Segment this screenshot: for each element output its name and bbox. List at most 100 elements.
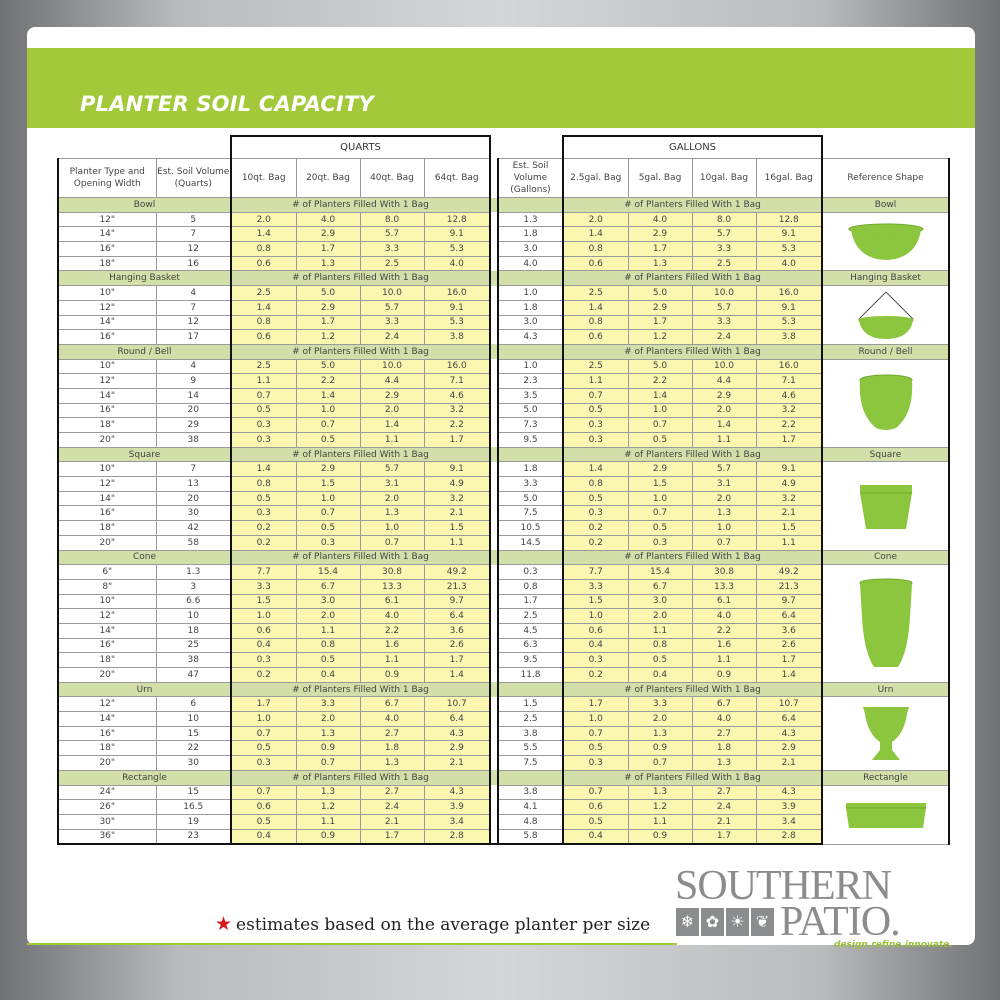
- soil-volume-gallons: 2.5: [497, 711, 564, 727]
- planters-per-quart-bag: 1.5: [423, 520, 491, 536]
- planters-per-quart-bag: 0.5: [230, 490, 297, 507]
- planters-per-gallon-bag: 0.6: [562, 622, 629, 639]
- soil-volume-gallons: 9.5: [497, 432, 564, 448]
- planter-width: 10": [57, 593, 157, 610]
- planter-width: 18": [57, 520, 157, 536]
- planters-per-gallon-bag: 1.0: [691, 520, 757, 536]
- planter-width: 18": [57, 417, 157, 433]
- planters-per-quart-bag: 4.3: [423, 784, 491, 801]
- soil-volume-quarts: 23: [155, 828, 232, 846]
- planters-per-quart-bag: 21.3: [423, 578, 491, 595]
- planters-per-gallon-bag: 2.5: [691, 255, 757, 272]
- gap: [490, 594, 498, 609]
- planters-per-gallon-bag: 2.4: [691, 799, 757, 815]
- section-name: Rectangle: [57, 769, 232, 786]
- section-label: # of Planters Filled With 1 Bag: [230, 270, 491, 287]
- planters-per-gallon-bag: 5.7: [691, 461, 757, 478]
- planter-width: 8": [57, 578, 157, 595]
- soil-volume-quarts: 14: [155, 387, 232, 404]
- table-row: 6" 1.3 7.7 15.4 30.8 49.2 0.3 7.7 15.4 30.8 49.2: [57, 564, 950, 683]
- planters-per-quart-bag: 3.8: [423, 329, 491, 345]
- planters-per-gallon-bag: 10.0: [691, 285, 757, 301]
- soil-volume-quarts: 5: [155, 211, 232, 228]
- planters-per-gallon-bag: 1.7: [627, 241, 693, 257]
- planters-per-quart-bag: 2.5: [230, 285, 297, 301]
- section-label: # of Planters Filled With 1 Bag: [562, 197, 823, 213]
- planters-per-quart-bag: 1.7: [359, 828, 425, 846]
- table-row: 18" 16 0.6 1.3 2.5 4.0 4.0 0.6 1.3 2.5 4.0: [57, 255, 949, 272]
- planters-per-gallon-bag: 0.3: [562, 505, 629, 522]
- snowflake-icon: ❄: [676, 908, 699, 936]
- planters-per-gallon-bag: 2.9: [627, 226, 693, 243]
- soil-volume-gallons: 1.7: [497, 593, 564, 610]
- planter-width: 36": [57, 828, 157, 846]
- soil-volume-gallons: 1.0: [497, 358, 564, 375]
- planters-per-gallon-bag: 0.2: [562, 520, 629, 536]
- planters-per-quart-bag: 4.6: [423, 387, 491, 404]
- planters-per-gallon-bag: 1.7: [755, 652, 823, 668]
- planter-width: 10": [57, 358, 157, 375]
- soil-volume-quarts: 4: [155, 285, 232, 301]
- logo-icons: ❄ ✿ ☀ ❦: [676, 908, 774, 936]
- planters-per-gallon-bag: 0.5: [627, 432, 693, 448]
- planters-per-gallon-bag: 9.1: [755, 461, 823, 478]
- soil-volume-gallons: 1.3: [497, 211, 564, 228]
- urn-shape-icon: [821, 696, 950, 771]
- planters-per-quart-bag: 1.4: [295, 387, 361, 404]
- soil-volume-gallons: 1.8: [497, 226, 564, 243]
- planters-per-quart-bag: 4.4: [359, 373, 425, 389]
- planters-per-gallon-bag: 1.0: [627, 490, 693, 507]
- planters-per-quart-bag: 0.6: [230, 799, 297, 815]
- planters-per-gallon-bag: 1.3: [691, 755, 757, 771]
- section-shape-name: Hanging Basket: [821, 270, 950, 287]
- section-label: # of Planters Filled With 1 Bag: [562, 681, 823, 698]
- planters-per-gallon-bag: 0.9: [627, 740, 693, 757]
- col-gal-volume: Est. Soil Volume (Gallons): [497, 158, 564, 198]
- planters-per-quart-bag: 6.1: [359, 593, 425, 610]
- planters-per-gallon-bag: 4.3: [755, 725, 823, 742]
- table-row: 18" 22 0.5 0.9 1.8 2.9 5.5 0.5 0.9 1.8 2.9: [57, 740, 949, 757]
- planters-per-gallon-bag: 1.0: [562, 608, 629, 624]
- blank: [498, 136, 563, 159]
- gap: [490, 373, 498, 389]
- gap: [490, 447, 498, 462]
- gap: [490, 432, 498, 448]
- table-row: 18" 42 0.2 0.5 1.0 1.5 10.5 0.2 0.5 1.0 1.5: [57, 520, 949, 536]
- soil-volume-quarts: 30: [155, 505, 232, 522]
- planters-per-quart-bag: 1.1: [230, 373, 297, 389]
- planters-per-quart-bag: 0.7: [230, 387, 297, 404]
- planter-width: 18": [57, 255, 157, 272]
- gap: [490, 491, 498, 506]
- planters-per-gallon-bag: 8.0: [691, 211, 757, 228]
- planters-per-gallon-bag: 2.0: [691, 402, 757, 419]
- section-label: # of Planters Filled With 1 Bag: [230, 681, 491, 698]
- table-row: Rectangle # of Planters Filled With 1 Bag…: [57, 769, 950, 786]
- planters-per-quart-bag: 0.3: [230, 505, 297, 522]
- planters-per-gallon-bag: 2.9: [627, 299, 693, 316]
- table-row: QUARTS GALLONS: [58, 135, 949, 159]
- soil-volume-quarts: 25: [155, 637, 232, 654]
- planters-per-quart-bag: 4.9: [423, 476, 491, 492]
- soil-volume-gallons: 3.0: [497, 241, 564, 257]
- planter-width: 20": [57, 432, 157, 448]
- gap: [490, 829, 498, 846]
- planters-per-quart-bag: 1.4: [423, 667, 491, 683]
- planters-per-quart-bag: 0.3: [230, 652, 297, 668]
- col-qt-bag: 10qt. Bag: [230, 158, 297, 198]
- planters-per-quart-bag: 0.6: [230, 329, 297, 345]
- table-row: Bowl # of Planters Filled With 1 Bag # of …: [57, 197, 950, 213]
- gap: [490, 652, 498, 668]
- planters-per-gallon-bag: 1.2: [627, 799, 693, 815]
- planters-per-gallon-bag: 0.3: [562, 755, 629, 771]
- planters-per-gallon-bag: 7.1: [755, 373, 823, 389]
- planters-per-quart-bag: 10.0: [359, 358, 425, 375]
- planters-per-quart-bag: 1.0: [230, 608, 297, 624]
- planters-per-gallon-bag: 1.1: [627, 813, 693, 830]
- table-row: 14" 12 0.8 1.7 3.3 5.3 3.0 0.8 1.7 3.3 5.3: [57, 314, 949, 331]
- planters-per-quart-bag: 0.3: [295, 534, 361, 551]
- soil-volume-quarts: 47: [155, 667, 232, 683]
- planters-per-quart-bag: 1.7: [423, 432, 491, 448]
- planters-per-quart-bag: 2.9: [359, 387, 425, 404]
- planters-per-quart-bag: 4.0: [423, 255, 491, 272]
- gap: [490, 550, 498, 565]
